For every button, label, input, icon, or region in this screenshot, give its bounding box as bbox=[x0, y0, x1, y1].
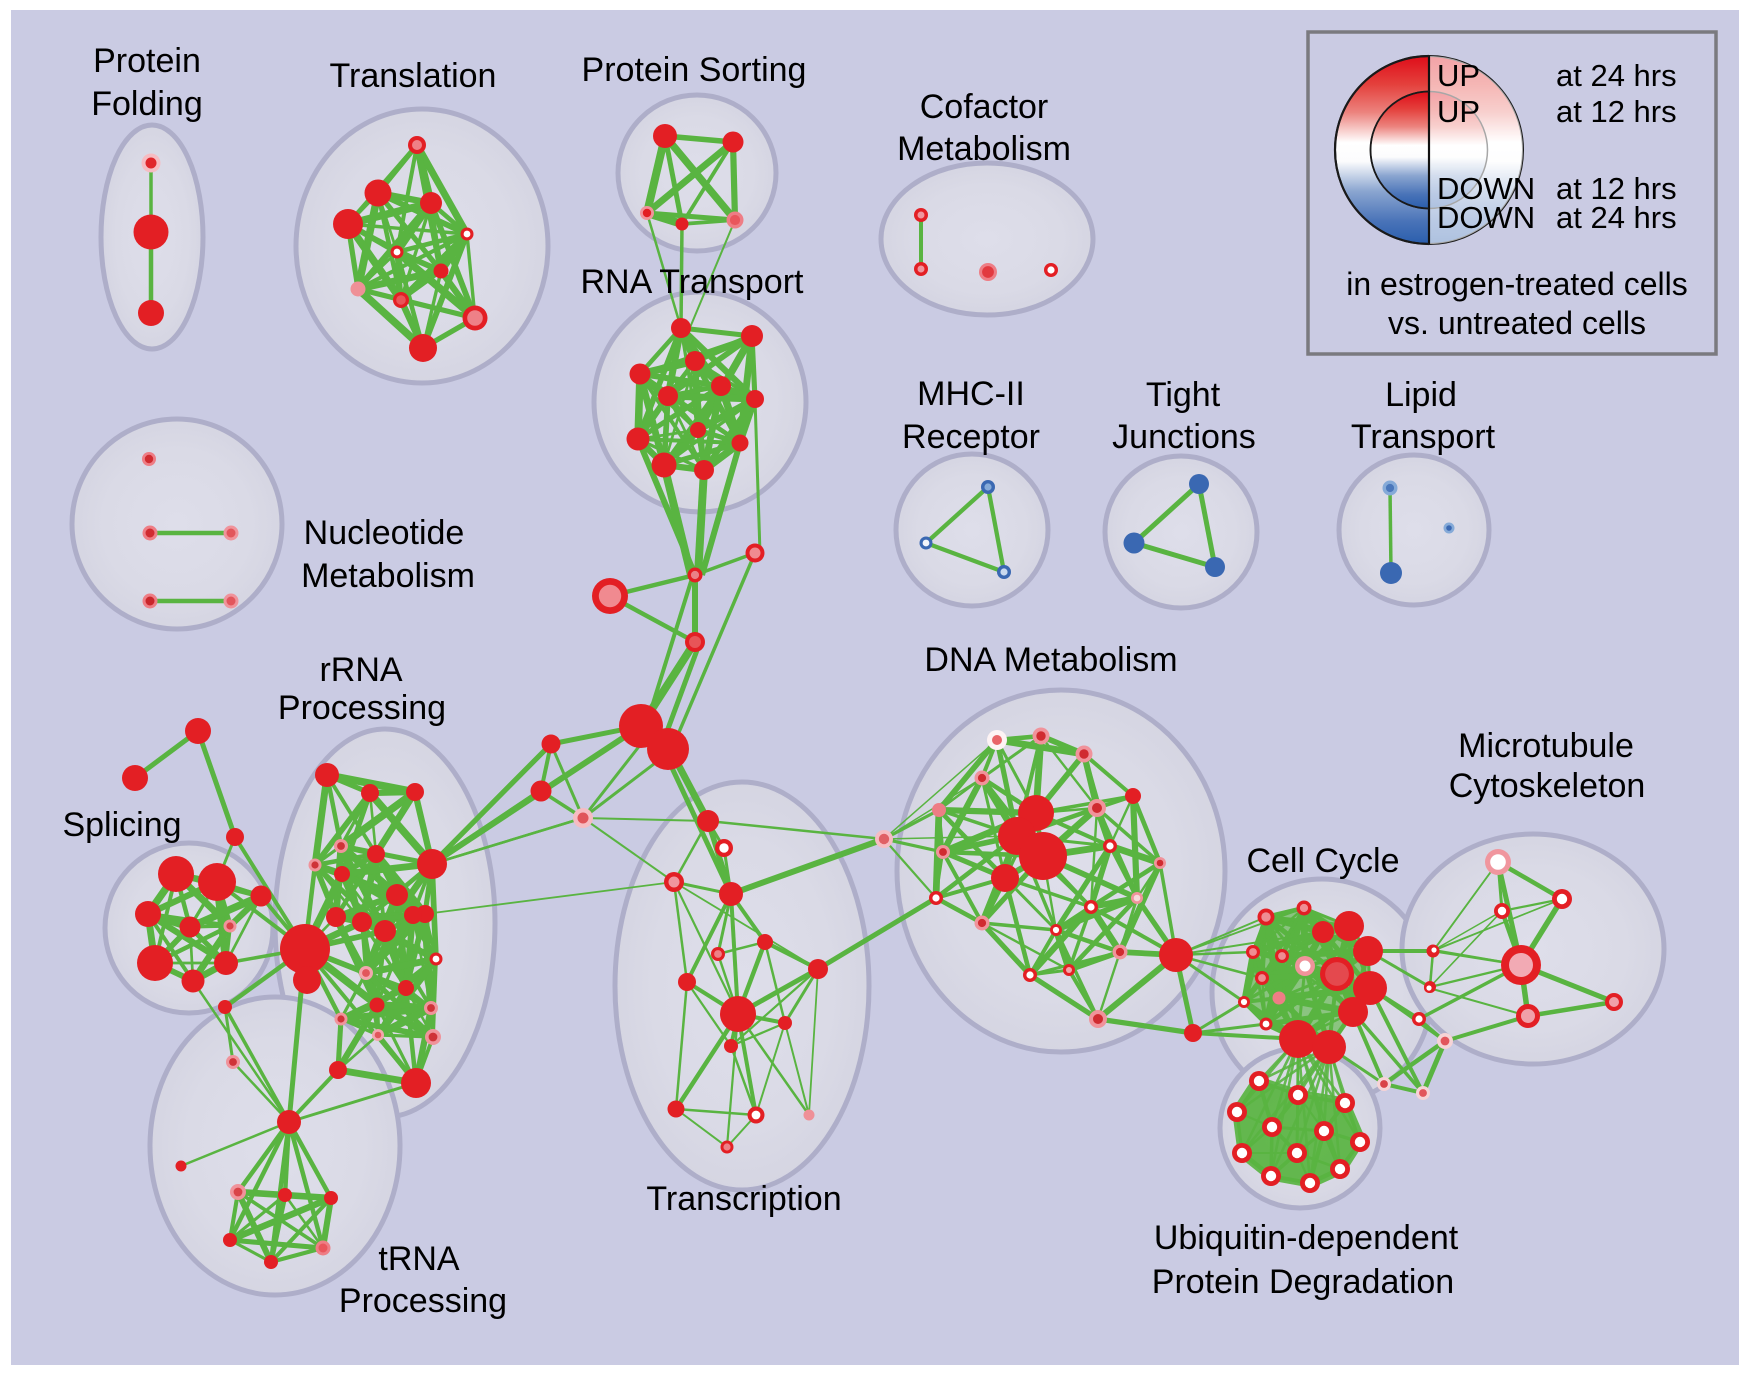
svg-text:Splicing: Splicing bbox=[62, 806, 181, 844]
svg-text:tRNA: tRNA bbox=[378, 1240, 460, 1278]
svg-text:Junctions: Junctions bbox=[1112, 418, 1256, 456]
svg-text:at 12 hrs: at 12 hrs bbox=[1556, 171, 1677, 206]
svg-text:Microtubule: Microtubule bbox=[1458, 727, 1634, 765]
svg-text:DOWN: DOWN bbox=[1437, 200, 1535, 235]
svg-text:UP: UP bbox=[1437, 58, 1480, 93]
svg-text:Receptor: Receptor bbox=[902, 418, 1040, 456]
svg-text:Cofactor: Cofactor bbox=[920, 88, 1049, 126]
svg-text:Protein Degradation: Protein Degradation bbox=[1152, 1263, 1454, 1301]
svg-text:RNA Transport: RNA Transport bbox=[581, 263, 805, 301]
svg-text:Metabolism: Metabolism bbox=[301, 557, 475, 595]
svg-text:at 12 hrs: at 12 hrs bbox=[1556, 94, 1677, 129]
svg-text:Cell Cycle: Cell Cycle bbox=[1246, 842, 1399, 880]
svg-text:Processing: Processing bbox=[278, 689, 446, 727]
svg-text:Cytoskeleton: Cytoskeleton bbox=[1449, 767, 1646, 805]
svg-text:Processing: Processing bbox=[339, 1282, 507, 1320]
svg-text:Metabolism: Metabolism bbox=[897, 130, 1071, 168]
svg-text:Protein: Protein bbox=[93, 42, 201, 80]
svg-text:at 24 hrs: at 24 hrs bbox=[1556, 58, 1677, 93]
svg-text:Lipid: Lipid bbox=[1385, 376, 1457, 414]
svg-text:Transcription: Transcription bbox=[646, 1180, 841, 1218]
svg-text:Ubiquitin-dependent: Ubiquitin-dependent bbox=[1154, 1219, 1459, 1257]
svg-text:at 24 hrs: at 24 hrs bbox=[1556, 200, 1677, 235]
svg-text:MHC-II: MHC-II bbox=[917, 375, 1025, 413]
svg-text:Translation: Translation bbox=[330, 57, 497, 95]
svg-text:DOWN: DOWN bbox=[1437, 171, 1535, 206]
svg-text:in estrogen-treated cells: in estrogen-treated cells bbox=[1346, 266, 1688, 302]
svg-text:Folding: Folding bbox=[91, 85, 203, 123]
svg-text:UP: UP bbox=[1437, 94, 1480, 129]
svg-text:Tight: Tight bbox=[1146, 376, 1221, 414]
svg-text:Protein Sorting: Protein Sorting bbox=[582, 51, 807, 89]
svg-text:vs. untreated cells: vs. untreated cells bbox=[1388, 305, 1646, 341]
svg-text:rRNA: rRNA bbox=[319, 651, 402, 689]
svg-text:Transport: Transport bbox=[1351, 418, 1496, 456]
svg-text:Nucleotide: Nucleotide bbox=[304, 514, 465, 552]
svg-text:DNA Metabolism: DNA Metabolism bbox=[924, 641, 1177, 679]
